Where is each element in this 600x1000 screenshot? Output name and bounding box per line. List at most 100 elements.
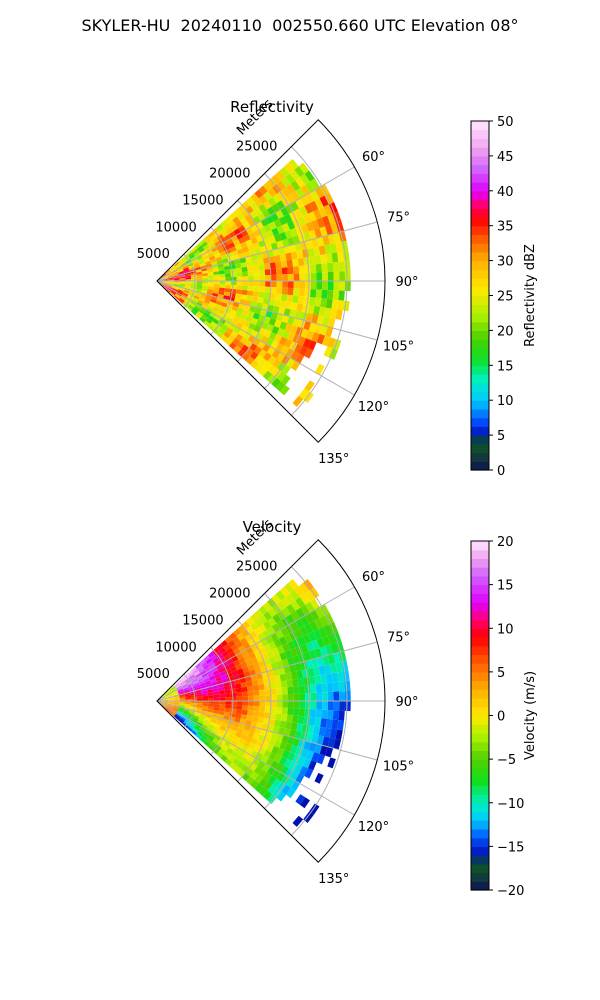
colorbar-segment	[471, 147, 489, 157]
data-cell	[325, 673, 333, 684]
data-cell	[182, 685, 189, 690]
data-cell	[262, 677, 270, 685]
data-cell	[243, 234, 251, 242]
data-cell	[287, 640, 296, 650]
data-cell	[181, 683, 188, 689]
data-cell	[194, 293, 201, 298]
data-cell	[179, 717, 185, 723]
data-cell	[172, 272, 179, 276]
data-cell	[316, 315, 325, 326]
data-cell	[188, 711, 195, 716]
data-cell	[241, 772, 251, 782]
data-cell	[325, 298, 333, 309]
data-cell	[309, 256, 316, 265]
data-cell	[263, 611, 273, 621]
data-cell	[308, 742, 317, 753]
data-cell	[194, 291, 202, 296]
grid-spoke	[156, 586, 355, 702]
data-cell	[295, 597, 306, 608]
data-cell	[240, 294, 248, 300]
data-cell	[237, 624, 246, 633]
data-cell	[188, 684, 195, 689]
data-cell	[322, 316, 330, 327]
data-cell	[325, 253, 333, 264]
data-cell	[282, 694, 289, 701]
data-cell	[304, 264, 311, 274]
data-cell	[170, 290, 177, 295]
data-cell	[281, 687, 288, 695]
data-cell	[191, 719, 198, 724]
data-cell	[225, 704, 231, 709]
data-cell	[278, 667, 286, 675]
data-cell	[303, 651, 312, 662]
data-cell	[207, 724, 215, 730]
data-cell	[200, 712, 207, 717]
data-cell	[247, 710, 254, 717]
colorbar-segment	[471, 173, 489, 183]
data-cell	[195, 662, 202, 669]
data-cell	[292, 655, 301, 665]
data-cell	[196, 301, 203, 307]
data-cell	[165, 269, 171, 274]
data-cell	[178, 298, 184, 304]
data-cell	[265, 275, 271, 281]
data-cell	[268, 641, 277, 650]
data-cell	[276, 747, 285, 757]
data-cell	[266, 649, 275, 659]
data-cell	[257, 678, 264, 685]
data-cell	[252, 711, 260, 718]
data-cell	[286, 259, 294, 268]
data-cell	[162, 698, 169, 701]
data-cell	[339, 281, 346, 291]
data-cell	[259, 689, 266, 696]
colorbar-segment	[471, 234, 489, 244]
data-cell	[204, 309, 212, 316]
colorbar-tick-label: 10	[497, 394, 514, 409]
data-cell	[226, 658, 234, 665]
data-cell	[176, 292, 182, 297]
data-cell	[248, 651, 256, 660]
colorbar-segment	[471, 654, 489, 664]
colorbar-segment	[471, 339, 489, 349]
data-cell	[218, 266, 225, 272]
data-cell	[162, 281, 169, 284]
data-cell	[316, 236, 325, 247]
data-cell	[217, 308, 225, 315]
data-cell	[335, 309, 343, 321]
data-cell	[279, 231, 288, 241]
data-cell	[206, 726, 213, 733]
data-cell	[192, 668, 199, 675]
data-cell	[172, 287, 178, 292]
data-cell	[174, 701, 180, 704]
data-cell	[226, 737, 234, 744]
data-cell	[276, 240, 284, 249]
data-cell	[286, 294, 294, 303]
data-cell	[195, 709, 202, 713]
data-cell	[214, 253, 221, 259]
data-cell	[267, 355, 277, 365]
data-cell	[190, 708, 197, 712]
data-cell	[268, 752, 277, 761]
data-cell	[278, 636, 288, 646]
data-cell	[272, 613, 282, 624]
data-cell	[230, 696, 237, 701]
data-cell	[218, 686, 225, 692]
colorbar-segment	[471, 321, 489, 331]
data-cell	[210, 654, 217, 661]
data-cell	[295, 773, 305, 784]
data-cell	[220, 219, 228, 228]
data-cell	[287, 316, 295, 326]
data-cell	[196, 271, 203, 275]
data-cell	[325, 644, 334, 656]
data-cell	[242, 271, 249, 277]
data-cell	[252, 312, 260, 320]
data-cell	[305, 330, 315, 341]
data-cell	[207, 231, 215, 238]
data-cell	[276, 371, 287, 382]
data-cell	[252, 684, 260, 691]
data-cell	[214, 744, 222, 752]
data-cell	[270, 731, 279, 740]
colorbar-segment	[471, 837, 489, 847]
data-cell	[177, 290, 184, 294]
radial-tick-label: 5000	[137, 247, 170, 262]
